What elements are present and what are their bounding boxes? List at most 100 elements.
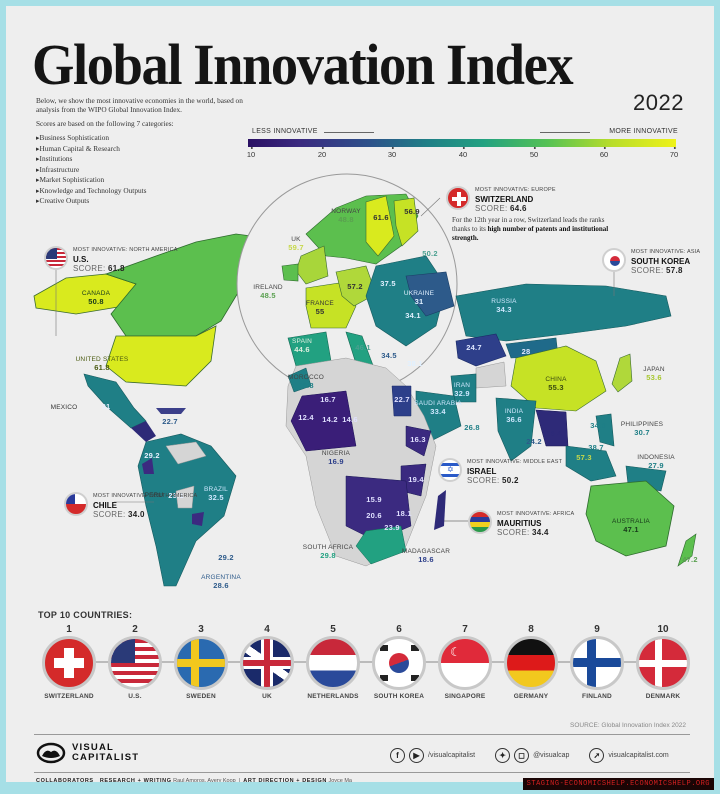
label-mexico: MEXICO (50, 404, 78, 411)
legend-tick: 60 (599, 147, 609, 159)
twitter-icon[interactable]: ✦ (495, 748, 511, 763)
value-mexico: 31 (101, 402, 111, 411)
top10-item: 8 GERMANY (498, 624, 564, 700)
callout-europe: Most Innovative: Europe Switzerland SCORE:… (446, 186, 556, 213)
legend-tick: 10 (246, 147, 256, 159)
legend-left-arrow (324, 132, 374, 133)
label-madagascar: MADAGASCAR 18.6 (401, 548, 451, 564)
top10-item: 6 SOUTH KOREA (372, 624, 426, 700)
callout-country: Israel (467, 467, 497, 476)
label-kazakhstan: 24.7 (466, 343, 482, 352)
legend-tick: 20 (317, 147, 327, 159)
label-romania: 34.1 (405, 311, 421, 320)
callout-score: SCORE: 57.8 (631, 266, 683, 275)
label-saudi-arabia: SAUDI ARABIA 33.4 (414, 400, 462, 416)
category-item: Infrastructure (36, 165, 256, 176)
instagram-icon[interactable]: ◻ (514, 748, 530, 763)
flag-denmark-icon (636, 636, 690, 690)
flag-uk-icon (240, 636, 294, 690)
infographic: Global Innovation Index 2022 Below, we s… (6, 6, 714, 782)
category-item: Creative Outputs (36, 196, 256, 207)
label-ethiopia: 16.3 (410, 435, 426, 444)
label-italy: 46.1 (355, 343, 371, 352)
flag-south-korea-icon (372, 636, 426, 690)
label-singapore: 57.3 (576, 453, 592, 462)
intro-text: Below, we show the most innovative econo… (36, 96, 256, 207)
label-russia: RUSSIA 34.3 (491, 298, 517, 314)
label-argentina: ARGENTINA 28.6 (201, 574, 241, 590)
label-mali: 16.7 (320, 395, 336, 404)
flag-singapore-icon: ☾ (438, 636, 492, 690)
category-item: Knowledge and Technology Outputs (36, 186, 256, 197)
label-zimbabwe: 18.1 (396, 509, 412, 518)
flag-finland-icon (570, 636, 624, 690)
top10-item: 1 SWITZERLAND (36, 624, 102, 700)
social-handle-visualcap[interactable]: @visualcap (533, 752, 570, 759)
legend-right-arrow (540, 132, 590, 133)
callout-category: Most Innovative: Europe (475, 187, 556, 193)
label-united-states: UNITED STATES 61.8 (75, 356, 129, 372)
flag-chile-icon (64, 492, 88, 516)
flag-israel-icon: ✡ (438, 458, 462, 482)
legend-tick: 30 (387, 147, 397, 159)
label-china: CHINA 55.3 (545, 376, 567, 392)
social-handle-visualcapitalist[interactable]: /visualcapitalist (428, 752, 476, 759)
legend-tick: 70 (669, 147, 679, 159)
year-label: 2022 (633, 90, 684, 115)
collaborators-line: COLLABORATORS RESEARCH + WRITING Raul Am… (36, 778, 352, 782)
label-france: FRANCE 55 (306, 300, 334, 316)
label-guinea: 12.4 (298, 413, 314, 422)
visual-capitalist-logo[interactable]: VISUAL CAPITALIST (36, 742, 139, 764)
callout-category: Most Innovative: Asia (631, 249, 701, 255)
callout-country: Switzerland (475, 195, 534, 204)
flag-switzerland-icon (446, 186, 470, 210)
label-spain: SPAIN 44.6 (291, 338, 313, 354)
label-iran: IRAN 32.9 (453, 382, 471, 398)
categories-intro: Scores are based on the following 7 cate… (36, 119, 174, 128)
legend-more-label: MORE INNOVATIVE (609, 128, 678, 135)
top10-title: TOP 10 COUNTRIES: (38, 610, 133, 620)
top10-item: 3 SWEDEN (168, 624, 234, 700)
facebook-icon[interactable]: f (390, 748, 405, 763)
website-link[interactable]: visualcapitalist.com (608, 752, 669, 759)
flag-germany-icon (504, 636, 558, 690)
label-brazil: BRAZIL 32.5 (204, 486, 228, 502)
callout-score: SCORE: 34.0 (93, 510, 145, 519)
label-mongolia: 28 (521, 347, 531, 356)
label-namibia: 20.6 (366, 511, 382, 520)
label-canada: CANADA 50.8 (81, 290, 111, 306)
callout-category: Most Innovative: Middle East (467, 459, 563, 465)
callout-country: Chile (93, 501, 117, 510)
label-malaysia: 38.7 (588, 443, 604, 452)
top10-item: 2 U.S. (102, 624, 168, 700)
label-estonia: 50.2 (422, 249, 438, 258)
label-australia: AUSTRALIA 47.1 (612, 518, 650, 534)
label-uk: UK 59.7 (288, 236, 304, 252)
switzerland-note: For the 12th year in a row, Switzerland … (452, 216, 609, 242)
flag-sweden-icon (174, 636, 228, 690)
callout-middle-east: ✡ Most Innovative: Middle East Israel SCOR… (438, 458, 562, 485)
callout-south-america: Most Innovative: South America Chile SCORE… (64, 492, 197, 519)
page-title: Global Innovation Index (32, 32, 574, 97)
label-south-africa: SOUTH AFRICA 29.8 (302, 544, 354, 560)
website-cursor-icon[interactable]: ➚ (589, 748, 605, 763)
label-sweden: 61.6 (373, 213, 389, 222)
legend-tick: 40 (458, 147, 468, 159)
youtube-icon[interactable]: ▶ (409, 748, 424, 763)
footer-divider (34, 734, 690, 735)
world-map-shapes (33, 173, 697, 587)
label-angola: 15.9 (366, 495, 382, 504)
label-indonesia: INDONESIA 27.9 (637, 454, 675, 470)
flag-mauritius-icon (468, 510, 492, 534)
flag-us-icon (44, 246, 68, 270)
staging-watermark: STAGING-ECONOMICSHELP.ECONOMICSHELP.ORG (522, 778, 714, 790)
flag-netherlands-icon (306, 636, 360, 690)
label-turkey: 38.1 (407, 359, 423, 368)
callout-country: South Korea (631, 257, 691, 266)
callout-country: U.S. (73, 255, 89, 264)
callout-north-america: Most Innovative: North America U.S. SCORE:… (44, 246, 178, 273)
flag-us-icon (108, 636, 162, 690)
callout-category: Most Innovative: North America (73, 247, 178, 253)
label-burkina-faso: 14.2 (322, 415, 338, 424)
intro-paragraph: Below, we show the most innovative econo… (36, 96, 243, 114)
